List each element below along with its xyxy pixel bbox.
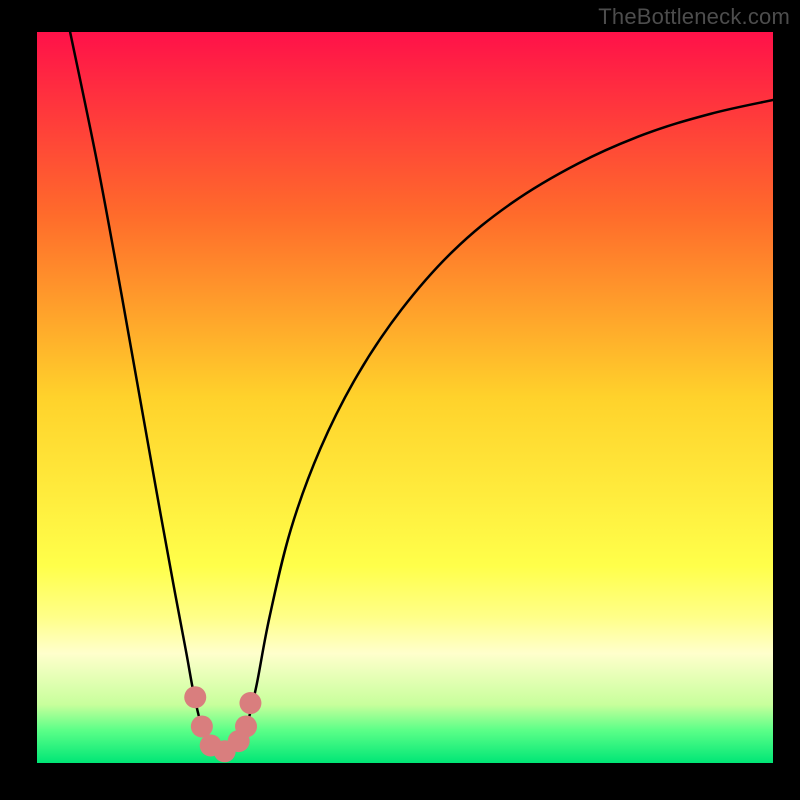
marker-point: [191, 715, 213, 737]
chart-frame: TheBottleneck.com: [0, 0, 800, 800]
gradient-background: [37, 32, 773, 763]
bottleneck-chart: [0, 0, 800, 800]
marker-point: [235, 715, 257, 737]
marker-point: [239, 692, 261, 714]
marker-point: [184, 686, 206, 708]
watermark-text: TheBottleneck.com: [598, 4, 790, 30]
